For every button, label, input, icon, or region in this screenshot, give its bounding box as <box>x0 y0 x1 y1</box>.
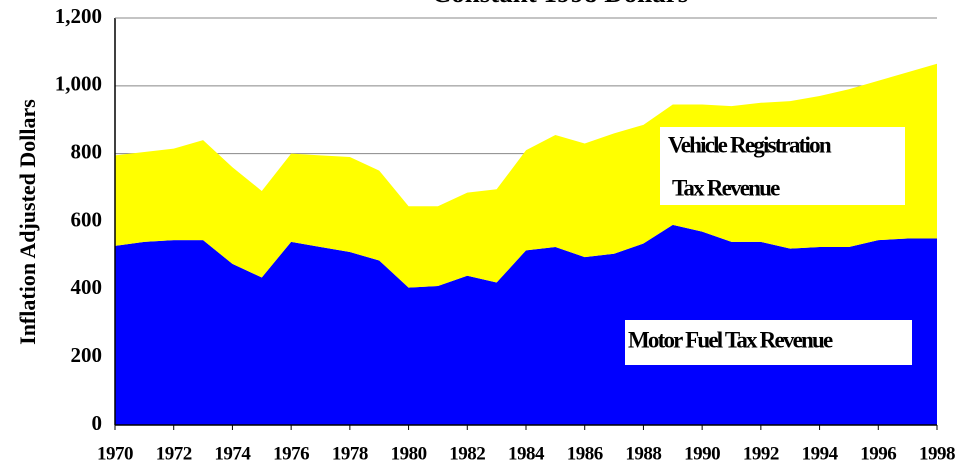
area <box>115 224 937 425</box>
x-tick-label: 1976 <box>273 443 309 464</box>
y-tick-label: 600 <box>71 207 103 231</box>
x-tick-label: 1978 <box>332 443 368 464</box>
area <box>115 63 937 288</box>
x-tick-label: 1984 <box>508 443 545 464</box>
chart-title: Constant 1998 Dollars <box>432 0 689 8</box>
annotation: Motor Fuel Tax Revenue <box>628 327 833 352</box>
x-tick-label: 1982 <box>449 443 485 464</box>
x-tick-label: 1980 <box>391 443 427 464</box>
x-tick-label: 1974 <box>214 443 251 464</box>
y-tick-label: 800 <box>71 139 103 163</box>
x-tick-label: 1992 <box>743 443 779 464</box>
x-tick-label: 1996 <box>860 443 896 464</box>
x-tick-label: 1990 <box>684 443 720 464</box>
annotation-box <box>660 127 905 205</box>
x-tick-label: 1972 <box>156 443 192 464</box>
x-tick-label: 1986 <box>567 443 603 464</box>
x-tick-label: 1994 <box>802 443 839 464</box>
annotation-box <box>625 320 912 365</box>
y-tick-label: 0 <box>92 411 103 435</box>
x-tick-label: 1998 <box>919 443 955 464</box>
x-tick-label: 1988 <box>625 443 661 464</box>
x-tick-label: 1970 <box>97 443 133 464</box>
annotation: Vehicle Registration <box>668 132 832 157</box>
annotation: Tax Revenue <box>672 175 780 200</box>
y-tick-label: 400 <box>71 275 103 299</box>
y-tick-label: 1,000 <box>55 72 102 96</box>
y-tick-label: 1,200 <box>55 4 102 28</box>
y-tick-label: 200 <box>71 343 103 367</box>
y-axis-label: Inflation Adjusted Dollars <box>15 99 40 345</box>
